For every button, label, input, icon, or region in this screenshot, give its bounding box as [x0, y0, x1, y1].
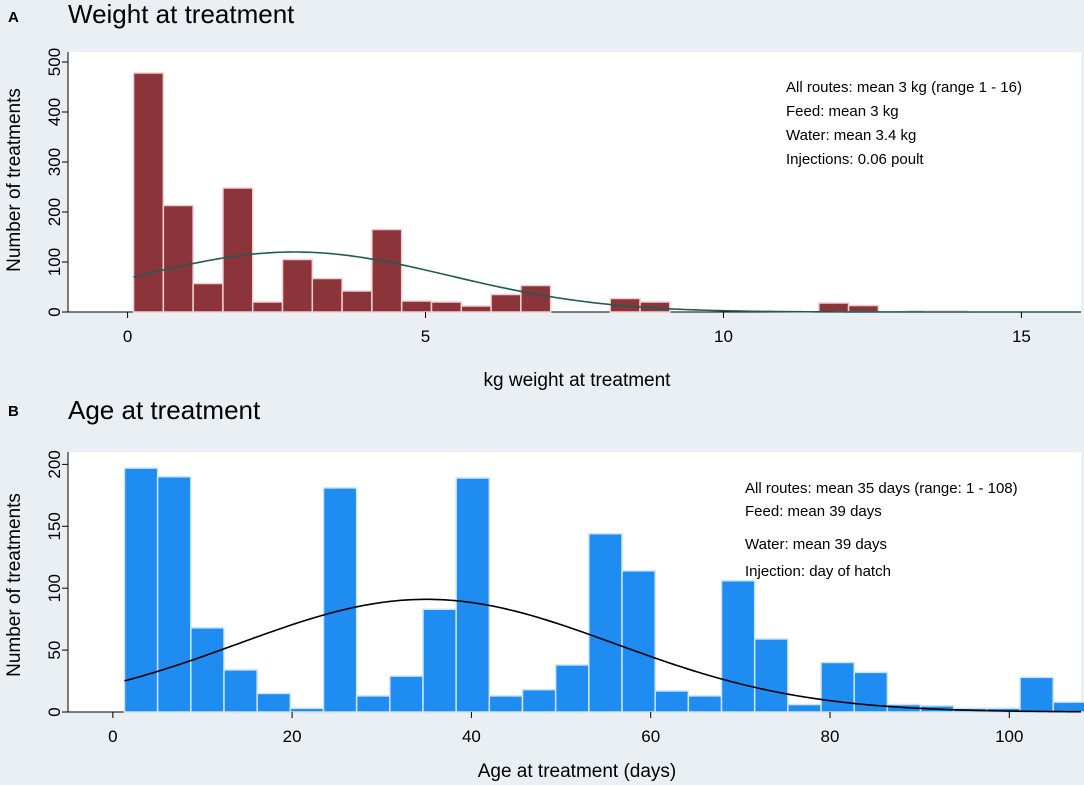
panel-b-bar: [687, 695, 723, 713]
panel-a-bar: [400, 300, 433, 313]
panel-b-letter: B: [8, 403, 19, 420]
panel-b-bar: [322, 487, 358, 713]
panel-b-bar: [488, 695, 524, 713]
panel-a-bar: [818, 302, 850, 313]
panel-b-x-ticks: 0 20 40 60 80 100: [108, 712, 1023, 746]
panel-a-bar: [847, 304, 880, 313]
panel-b-bar: [389, 675, 424, 713]
panel-a-y-tick-label: 400: [45, 98, 64, 126]
panel-b-y-axis-label: Number of treatments: [4, 493, 25, 677]
panel-a-x-ticks: 0 5 10 15: [123, 312, 1031, 346]
panel-b-bar: [753, 638, 789, 713]
panel-b-bar: [588, 532, 623, 713]
panel-a-normal-curve: [133, 251, 1081, 313]
panel-b-bar: [1052, 701, 1084, 713]
panel-b-bar: [156, 476, 192, 713]
panel-b-bar: [123, 467, 159, 713]
panel-a-x-tick-label: 5: [421, 327, 430, 346]
panel-a-x-tick-label: 10: [714, 327, 733, 346]
panel-b-y-tick-label: 50: [45, 641, 64, 660]
panel-a-bar: [132, 72, 165, 313]
panel-a-bar: [460, 305, 492, 313]
panel-a-bar: [341, 290, 373, 313]
panel-b-x-tick-label: 40: [462, 727, 481, 746]
panel-a-x-axis-label: kg weight at treatment: [484, 370, 672, 391]
panel-a-y-tick-label: 200: [45, 198, 64, 226]
panel-b-y-tick-label: 0: [45, 707, 64, 716]
panel-b-annotation: Feed: mean 39 days: [745, 503, 882, 520]
panel-b-bar: [621, 570, 656, 713]
panel-b-bar: [554, 664, 590, 713]
panel-a-bar: [251, 301, 284, 313]
panel-a-bar: [222, 187, 254, 313]
panel-b-y-tick-label: 150: [45, 512, 64, 540]
panel-b-y-ticks: 0 50 100 150 200: [45, 450, 68, 717]
panel-a-annotations: All routes: mean 3 kg (range 1 - 16) Fee…: [786, 79, 1022, 168]
panel-b-annotations: All routes: mean 35 days (range: 1 - 108…: [745, 480, 1018, 580]
panel-b-annotation: All routes: mean 35 days (range: 1 - 108…: [745, 480, 1018, 497]
panel-a-bar: [520, 284, 552, 313]
panel-b-bar: [422, 608, 457, 713]
panel-b-bar: [654, 690, 690, 713]
panel-b-x-tick-label: 80: [821, 727, 840, 746]
panel-b-y-tick-label: 200: [45, 450, 64, 478]
panel-b-bar: [256, 692, 292, 713]
panel-b: B Age at treatment 0 50 100 150 200 0 20 40 60 8…: [4, 395, 1084, 782]
panel-b-title: Age at treatment: [68, 395, 261, 425]
panel-b-bar: [223, 669, 258, 713]
panel-a-bar: [192, 282, 224, 313]
panel-a-x-tick-label: 15: [1012, 327, 1031, 346]
panel-b-bars: [123, 467, 1084, 713]
panel-b-x-tick-label: 60: [641, 727, 660, 746]
panel-b-bar: [720, 580, 756, 713]
panel-b-annotation: Water: mean 39 days: [745, 536, 887, 553]
panel-b-normal-curve: [124, 598, 1082, 713]
panel-a-letter: A: [8, 9, 19, 26]
panel-a-bar: [371, 228, 403, 313]
panel-b-bar: [355, 695, 391, 713]
panel-a-y-tick-label: 0: [45, 307, 64, 316]
panel-b-x-tick-label: 0: [108, 727, 117, 746]
panel-a-bar: [311, 277, 343, 313]
panel-a-annotation: All routes: mean 3 kg (range 1 - 16): [786, 79, 1022, 96]
panel-a-bars: [132, 72, 969, 313]
panel-a-y-tick-label: 500: [45, 48, 64, 76]
panel-a-y-axis-label: Number of treatments: [4, 88, 25, 272]
panel-b-bar: [455, 477, 491, 713]
panel-a-annotation: Feed: mean 3 kg: [786, 103, 899, 120]
panel-a-annotation: Injections: 0.06 poult: [786, 151, 924, 168]
panel-b-bar: [521, 688, 557, 713]
panel-a-title: Weight at treatment: [68, 0, 295, 29]
panel-a-bar: [430, 301, 463, 313]
panel-b-x-tick-label: 100: [995, 727, 1023, 746]
panel-b-bar: [1019, 676, 1054, 713]
panel-a-y-tick-label: 300: [45, 148, 64, 176]
panel-b-annotation: Injection: day of hatch: [745, 563, 891, 580]
panel-a-annotation: Water: mean 3.4 kg: [786, 127, 916, 144]
panel-b-y-tick-label: 100: [45, 574, 64, 602]
panel-a-y-tick-label: 100: [45, 248, 64, 276]
panel-a-x-tick-label: 0: [123, 327, 132, 346]
panel-a-y-ticks: 0 100 200 300 400 500: [45, 48, 68, 317]
panel-a-bar: [281, 258, 314, 313]
panel-b-x-tick-label: 20: [283, 727, 302, 746]
panel-b-bar: [289, 707, 325, 713]
panel-b-x-axis-label: Age at treatment (days): [478, 761, 677, 782]
panel-a-bar: [490, 293, 522, 313]
panel-b-bar: [820, 661, 855, 713]
panel-b-bar: [787, 703, 822, 713]
panel-a-bar: [162, 204, 194, 313]
panel-b-bar: [190, 627, 225, 713]
